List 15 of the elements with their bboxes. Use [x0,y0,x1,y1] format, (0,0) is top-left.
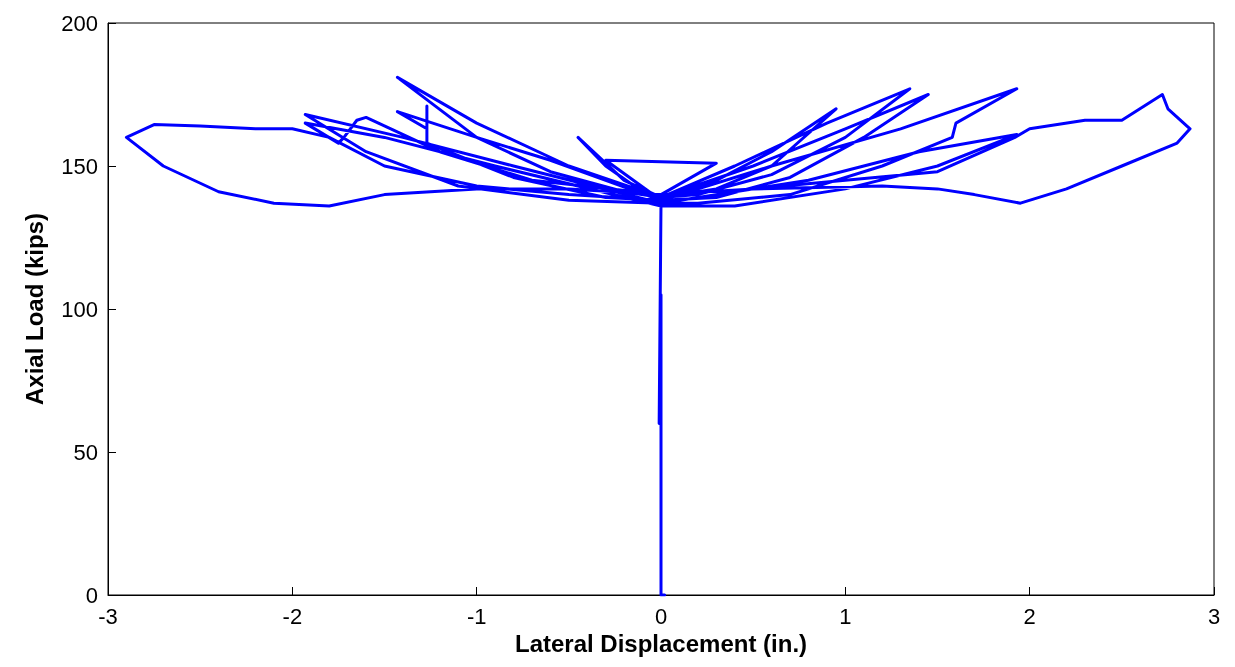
y-tick-label: 0 [85,582,98,608]
x-tick-label: -3 [98,603,118,629]
y-tick-label: 150 [61,153,98,179]
x-tick-label: 1 [839,603,852,629]
x-axis-title: Lateral Displacement (in.) [514,630,808,658]
y-tick-label: 200 [61,10,98,36]
x-tick-label: 0 [654,603,668,629]
x-tick-label: -2 [282,603,303,629]
line-series [124,75,1192,597]
x-tick-label: -1 [466,603,487,629]
y-axis-title: Axial Load (kips) [20,212,48,406]
x-tick-label: 3 [1207,603,1221,629]
y-tick-label: 100 [61,296,98,322]
y-tick-label: 50 [73,439,98,465]
x-tick-label: 2 [1023,603,1036,629]
